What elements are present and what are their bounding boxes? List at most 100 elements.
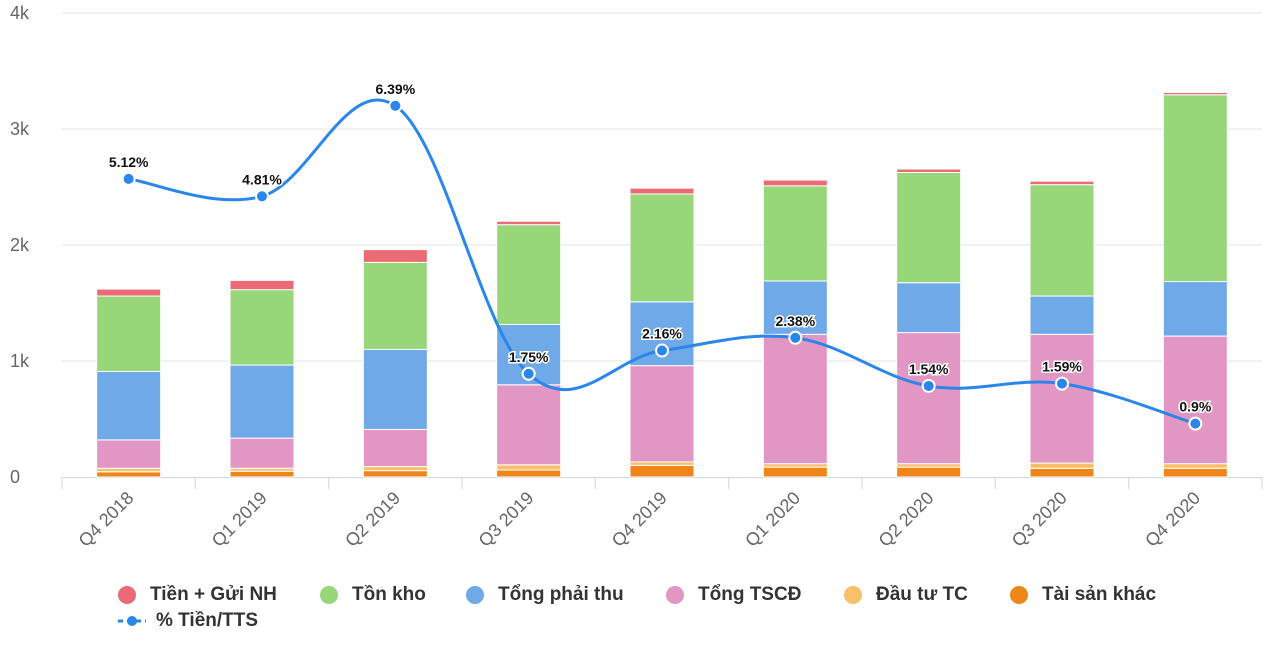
bar-segment[interactable]: Tồn kho: 750 xyxy=(362,261,428,350)
bar-segment[interactable]: Tài sản khác: 75 xyxy=(1029,467,1095,478)
bar-segment[interactable]: Tiền + Gửi NH: 50 xyxy=(629,187,695,195)
legend-swatch-icon xyxy=(466,586,484,604)
bar-segment[interactable]: Tồn kho: 960 xyxy=(1029,184,1095,297)
bar-segment[interactable]: Tồn kho: 650 xyxy=(96,295,162,372)
line-data-label: 1.54% xyxy=(909,361,949,377)
legend-item[interactable]: Tổng TSCĐ xyxy=(666,584,801,606)
line-point[interactable]: % Tiền/TTS: 2.16% xyxy=(655,343,669,358)
bar-segment[interactable]: Tổng TSCĐ: 245 xyxy=(96,439,162,469)
bar-segment[interactable]: Tồn kho: 1610 xyxy=(1162,94,1228,283)
bar-segment[interactable]: Tổng phải thu: 690 xyxy=(362,348,428,430)
line-point[interactable]: % Tiền/TTS: 0.9% xyxy=(1188,416,1203,431)
bar-segment[interactable]: Đầu tư TC: 30 xyxy=(96,467,162,473)
bar-segment[interactable]: Tiền + Gửi NH: 50 xyxy=(762,179,828,187)
bar-segment[interactable]: Tổng TSCĐ: 260 xyxy=(229,437,295,469)
line-point[interactable]: % Tiền/TTS: 4.81% xyxy=(255,189,269,204)
bar-segment[interactable]: Tiền + Gửi NH: 30 xyxy=(896,168,962,174)
bar-segment[interactable]: Tồn kho: 650 xyxy=(229,289,295,366)
bar-segment[interactable]: Tiền + Gửi NH: 30 xyxy=(1029,180,1095,186)
bar-segment[interactable]: Tiền + Gửi NH: 110 xyxy=(362,249,428,263)
bar-segment[interactable]: Tiền + Gửi NH: 20 xyxy=(1162,91,1228,96)
line-data-label: 2.38% xyxy=(775,313,815,329)
line-point[interactable]: % Tiền/TTS: 1.75% xyxy=(521,366,536,381)
bar-segment[interactable]: Tồn kho: 930 xyxy=(629,193,695,303)
legend-item[interactable]: Tồn kho xyxy=(320,584,426,606)
bar-segment[interactable]: Tổng TSCĐ: 690 xyxy=(496,384,562,466)
bar-segment[interactable]: Tồn kho: 820 xyxy=(762,185,828,282)
line-point[interactable]: % Tiền/TTS: 1.59% xyxy=(1055,376,1069,391)
y-tick-label: 4k xyxy=(10,3,30,23)
legend: Tiền + Gửi NH Tồn kho Tổng phải thu Tổng TS… xyxy=(0,580,1280,650)
line-point[interactable]: % Tiền/TTS: 5.12% xyxy=(121,171,136,186)
legend-label: Tổng TSCĐ xyxy=(698,584,802,605)
line-data-label: 0.9% xyxy=(1179,399,1211,415)
bar-segment[interactable]: Tiền + Gửi NH: 80 xyxy=(229,279,295,291)
line-data-label: 5.12% xyxy=(109,154,149,170)
bar-segment[interactable]: Tổng TSCĐ: 830 xyxy=(629,365,695,463)
x-tick-label: Q2 2019 xyxy=(341,488,404,551)
bar-segment[interactable]: Tài sản khác: 50 xyxy=(229,470,295,478)
bar-segment[interactable]: Tồn kho: 950 xyxy=(896,172,962,284)
bar-segment[interactable]: Đầu tư TC: 30 xyxy=(762,463,828,468)
legend-swatch-icon xyxy=(844,586,862,604)
bar-segment[interactable]: Tổng TSCĐ: 1130 xyxy=(896,332,962,465)
x-tick-label: Q1 2020 xyxy=(741,488,804,551)
x-tick-label: Q2 2020 xyxy=(875,488,938,551)
bar-segment[interactable]: Tài sản khác: 100 xyxy=(629,464,695,478)
legend-item[interactable]: Đầu tư TC xyxy=(844,584,968,606)
legend-label: Tồn kho xyxy=(352,584,426,605)
bar-segment[interactable]: Đầu tư TC: 45 xyxy=(496,464,562,471)
bar-segment[interactable]: Tổng phải thu: 590 xyxy=(96,370,162,441)
bar-segment[interactable]: Tổng TSCĐ: 320 xyxy=(362,428,428,468)
y-tick-label: 0 xyxy=(10,467,20,487)
legend-label: Tiền + Gửi NH xyxy=(150,584,277,605)
line-point[interactable]: % Tiền/TTS: 2.38% xyxy=(788,330,803,345)
bar-segment[interactable]: Đầu tư TC: 30 xyxy=(896,463,962,468)
bar-segment[interactable]: Tài sản khác: 60 xyxy=(496,469,562,478)
bar-segment[interactable]: Đầu tư TC: 45 xyxy=(1029,462,1095,469)
line-data-label: 1.59% xyxy=(1042,359,1082,375)
legend-item-line[interactable]: % Tiền/TTS xyxy=(118,610,258,632)
bar-segment[interactable]: Tổng TSCĐ: 1110 xyxy=(1029,333,1095,464)
legend-swatch-icon xyxy=(320,586,338,604)
bar-segment[interactable]: Tiền + Gửi NH: 30 xyxy=(496,220,562,226)
legend-label: Đầu tư TC xyxy=(876,584,968,605)
bar-segment[interactable]: Tổng phải thu: 470 xyxy=(1162,281,1228,337)
bar-stacks: Tài sản khác: 45Đầu tư TC: 30Tổng TSCĐ: … xyxy=(96,91,1228,478)
legend-label: Tổng phải thu xyxy=(498,584,624,605)
legend-item[interactable]: Tài sản khác xyxy=(1010,584,1156,606)
bar-segment[interactable]: Tài sản khác: 85 xyxy=(896,466,962,478)
y-tick-label: 3k xyxy=(10,119,30,139)
legend-line-swatch-icon xyxy=(118,614,146,628)
y-tick-label: 1k xyxy=(10,351,30,371)
x-tick-label: Q4 2020 xyxy=(1141,488,1204,551)
y-tick-label: 2k xyxy=(10,235,30,255)
x-tick-label: Q1 2019 xyxy=(208,488,271,551)
x-tick-label: Q3 2019 xyxy=(475,488,538,551)
bar-segment[interactable]: Tổng phải thu: 430 xyxy=(896,282,962,334)
bar-segment[interactable]: Đầu tư TC: 30 xyxy=(629,461,695,466)
legend-item[interactable]: Tiền + Gửi NH xyxy=(118,584,277,606)
bar-segment[interactable]: Tổng TSCĐ: 1115 xyxy=(762,333,828,465)
bar-segment[interactable]: Đầu tư TC: 35 xyxy=(362,466,428,472)
legend-swatch-icon xyxy=(1010,586,1028,604)
bar-segment[interactable]: Tài sản khác: 75 xyxy=(1162,467,1228,478)
line-point[interactable]: % Tiền/TTS: 1.54% xyxy=(921,378,936,393)
bar-segment[interactable]: Đầu tư TC: 40 xyxy=(1162,463,1228,469)
x-tick-label: Q4 2019 xyxy=(608,488,671,551)
line-series-path xyxy=(127,98,1197,426)
legend-item[interactable]: Tổng phải thu xyxy=(466,584,624,606)
bar-segment[interactable]: Tổng phải thu: 330 xyxy=(1029,295,1095,335)
bar-segment[interactable]: Tài sản khác: 85 xyxy=(762,466,828,478)
line-data-label: 2.16% xyxy=(642,326,682,342)
bar-segment[interactable]: Tồn kho: 860 xyxy=(496,224,562,325)
line-point[interactable]: % Tiền/TTS: 6.39% xyxy=(388,98,403,113)
bar-segment[interactable]: Tổng phải thu: 460 xyxy=(762,280,828,335)
bar-segment[interactable]: Tiền + Gửi NH: 60 xyxy=(96,288,162,297)
bar-segment[interactable]: Tài sản khác: 45 xyxy=(96,471,162,478)
bar-segment[interactable]: Tài sản khác: 55 xyxy=(362,470,428,478)
bar-segment[interactable]: Tổng phải thu: 630 xyxy=(229,364,295,439)
line-data-label: 6.39% xyxy=(375,81,415,97)
legend-swatch-icon xyxy=(118,586,136,604)
